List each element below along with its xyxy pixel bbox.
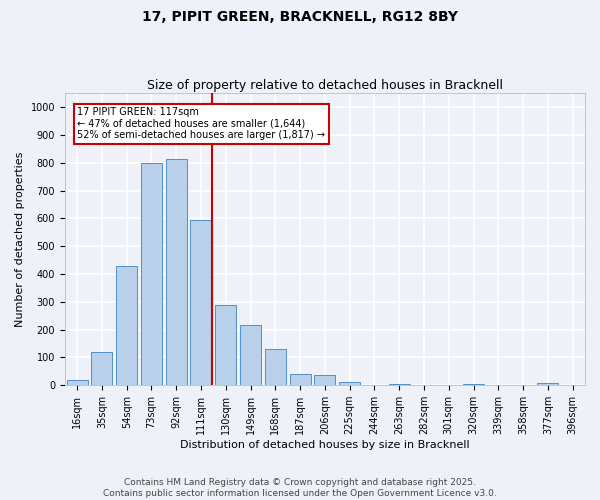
- Bar: [314, 375, 335, 385]
- Text: 17, PIPIT GREEN, BRACKNELL, RG12 8BY: 17, PIPIT GREEN, BRACKNELL, RG12 8BY: [142, 10, 458, 24]
- Bar: [290, 374, 311, 385]
- Bar: [265, 349, 286, 385]
- Bar: [215, 304, 236, 385]
- Y-axis label: Number of detached properties: Number of detached properties: [15, 152, 25, 327]
- Bar: [389, 384, 410, 385]
- Bar: [190, 220, 212, 385]
- Bar: [339, 382, 360, 385]
- Bar: [141, 162, 162, 385]
- Bar: [116, 266, 137, 385]
- Text: Contains HM Land Registry data © Crown copyright and database right 2025.
Contai: Contains HM Land Registry data © Crown c…: [103, 478, 497, 498]
- Text: 17 PIPIT GREEN: 117sqm
← 47% of detached houses are smaller (1,644)
52% of semi-: 17 PIPIT GREEN: 117sqm ← 47% of detached…: [77, 107, 325, 140]
- X-axis label: Distribution of detached houses by size in Bracknell: Distribution of detached houses by size …: [180, 440, 470, 450]
- Bar: [67, 380, 88, 385]
- Bar: [463, 384, 484, 385]
- Bar: [91, 352, 112, 385]
- Title: Size of property relative to detached houses in Bracknell: Size of property relative to detached ho…: [147, 79, 503, 92]
- Bar: [538, 384, 559, 385]
- Bar: [240, 326, 261, 385]
- Bar: [166, 158, 187, 385]
